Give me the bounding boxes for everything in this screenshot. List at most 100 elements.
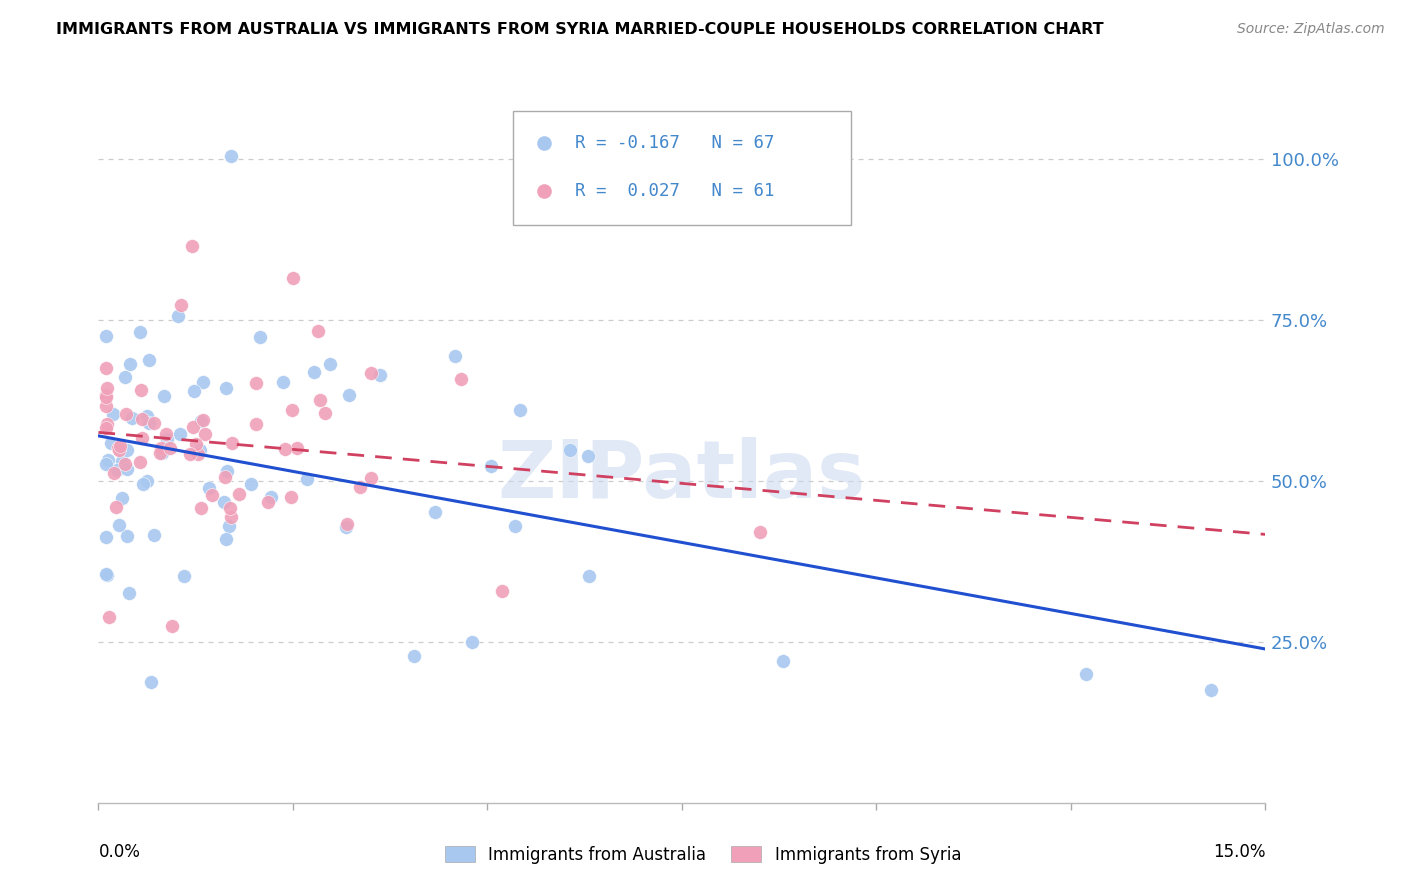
Point (115, 443, 138, 458)
Point (423, 505, 446, 519)
Point (201, 488, 224, 502)
Point (337, 388, 360, 402)
Point (114, 370, 136, 384)
Point (96, 382, 118, 396)
Point (245, 417, 267, 431)
Point (450, 372, 472, 386)
Point (96, 417, 118, 431)
Point (191, 375, 214, 389)
Point (274, 442, 297, 456)
Point (219, 500, 242, 515)
Point (142, 528, 165, 542)
Text: R =  0.027   N = 61: R = 0.027 N = 61 (575, 182, 775, 200)
Text: ZIPatlas: ZIPatlas (498, 437, 866, 515)
Point (131, 432, 153, 446)
Point (360, 471, 382, 485)
Point (121, 410, 143, 425)
Point (96, 457, 118, 471)
Point (153, 389, 176, 403)
Point (309, 392, 332, 407)
Point (96, 361, 118, 376)
Point (190, 414, 212, 428)
Point (245, 376, 267, 391)
Point (96, 530, 118, 544)
Point (181, 419, 204, 434)
Point (150, 441, 173, 455)
Point (314, 406, 336, 420)
Point (576, 449, 599, 463)
Point (1076, 667, 1098, 681)
Point (96, 329, 118, 343)
Point (256, 495, 278, 509)
Point (129, 325, 152, 339)
Point (135, 475, 157, 489)
Point (107, 441, 129, 455)
Legend: Immigrants from Australia, Immigrants from Syria: Immigrants from Australia, Immigrants fr… (439, 839, 967, 871)
Point (188, 443, 211, 458)
Point (149, 446, 172, 460)
Point (160, 619, 183, 633)
Point (215, 532, 238, 546)
Point (194, 426, 217, 441)
Point (111, 454, 134, 468)
Point (198, 481, 221, 495)
Point (509, 402, 531, 417)
Point (297, 472, 319, 486)
Point (191, 413, 214, 427)
Point (503, 519, 526, 533)
Text: 0.0%: 0.0% (98, 843, 141, 861)
Point (1199, 683, 1222, 698)
Point (118, 585, 141, 599)
Point (360, 366, 382, 380)
Point (336, 516, 359, 531)
Point (217, 464, 239, 478)
Point (319, 357, 342, 371)
Text: R = -0.167   N = 67: R = -0.167 N = 67 (575, 134, 775, 153)
Point (221, 436, 243, 450)
Point (215, 381, 238, 395)
Point (173, 569, 195, 583)
Point (183, 384, 205, 399)
Point (578, 569, 600, 583)
Point (108, 439, 131, 453)
Point (218, 518, 240, 533)
Text: IMMIGRANTS FROM AUSTRALIA VS IMMIGRANTS FROM SYRIA MARRIED-COUPLE HOUSEHOLDS COR: IMMIGRANTS FROM AUSTRALIA VS IMMIGRANTS … (56, 22, 1104, 37)
Point (190, 501, 212, 516)
Point (169, 427, 191, 442)
FancyBboxPatch shape (513, 111, 851, 226)
Point (131, 412, 153, 426)
Point (97, 453, 120, 467)
Point (98, 610, 121, 624)
Point (281, 270, 304, 285)
Point (368, 368, 391, 382)
Point (772, 654, 794, 668)
Point (180, 238, 202, 252)
Point (96, 567, 118, 582)
Point (108, 517, 131, 532)
Point (166, 310, 188, 324)
Point (100, 436, 122, 450)
Point (335, 520, 357, 534)
Point (212, 495, 235, 509)
Point (748, 525, 770, 540)
Point (156, 432, 179, 446)
Text: 15.0%: 15.0% (1213, 843, 1265, 861)
Point (479, 459, 502, 474)
Point (132, 476, 155, 491)
Point (105, 500, 128, 514)
Point (186, 437, 208, 451)
Point (228, 487, 250, 501)
Point (308, 324, 330, 338)
Point (491, 584, 513, 599)
Point (111, 491, 134, 506)
Point (187, 447, 209, 461)
Point (280, 490, 302, 504)
Point (96, 388, 118, 402)
Point (115, 408, 138, 422)
Point (444, 350, 467, 364)
Point (169, 298, 191, 312)
Point (260, 490, 283, 504)
Point (115, 529, 138, 543)
Point (349, 479, 371, 493)
Point (114, 457, 136, 471)
